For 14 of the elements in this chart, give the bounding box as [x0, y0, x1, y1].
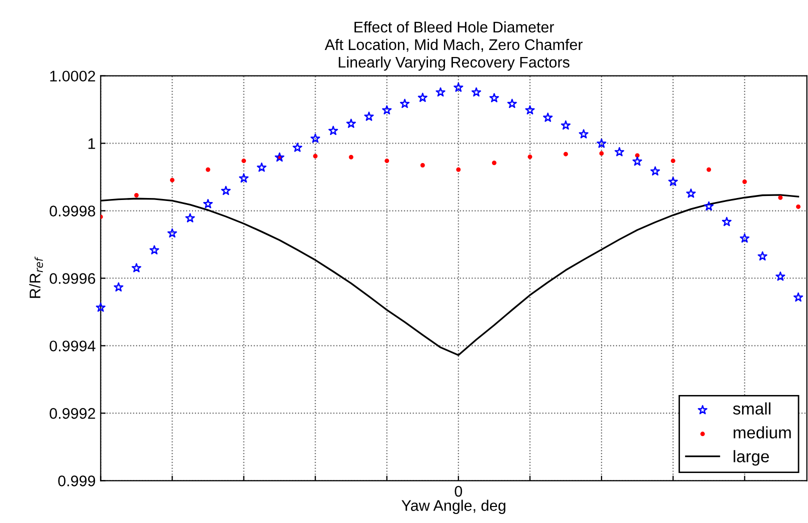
x-axis-title: Yaw Angle, deg	[402, 500, 506, 514]
legend-label: medium	[734, 426, 791, 438]
legend-label: small	[733, 402, 770, 415]
y-tick-label: 1	[88, 138, 96, 149]
y-tick-label: 0.999	[58, 476, 96, 486]
y-tick-label: 0.9998	[50, 206, 96, 216]
x-tick-label: 0	[454, 486, 462, 497]
chart-title: Effect of Bleed Hole Diameter Aft Location, Mid Mach, Zero Chamfer Linearly Varying Recovery Factors	[324, 21, 583, 71]
legend-label: large	[734, 450, 769, 466]
y-tick-label: 0.9992	[50, 408, 96, 419]
y-tick-label: 1.0002	[50, 70, 96, 82]
y-axis-title: R/R$_{ref}$	[29, 256, 43, 298]
y-tick-label: 0.9994	[50, 340, 96, 352]
y-tick-label: 0.9996	[50, 273, 96, 284]
